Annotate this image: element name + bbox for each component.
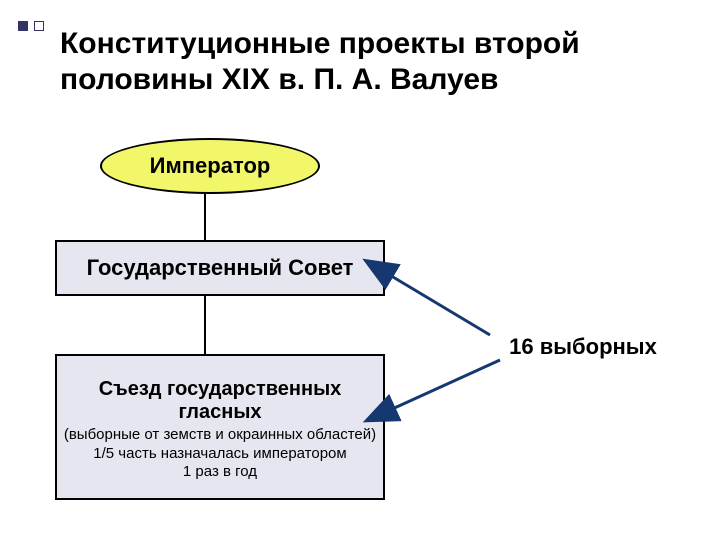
page-title: Конституционные проекты второй половины …: [60, 26, 680, 98]
node-state-council: Государственный Совет: [55, 240, 385, 296]
node-congress-label: Съезд государственных гласных: [57, 378, 383, 424]
node-state-council-label: Государственный Совет: [87, 255, 354, 281]
node-congress-sub: (выборные от земств и окраинных областей…: [64, 426, 376, 482]
decorative-bullets: [18, 18, 50, 36]
node-elected-label: 16 выборных: [509, 334, 657, 360]
node-elected: 16 выборных: [490, 326, 676, 368]
node-congress: Съезд государственных гласных (выборные …: [55, 354, 385, 500]
node-emperor: Император: [100, 138, 320, 194]
node-emperor-label: Император: [150, 153, 271, 179]
